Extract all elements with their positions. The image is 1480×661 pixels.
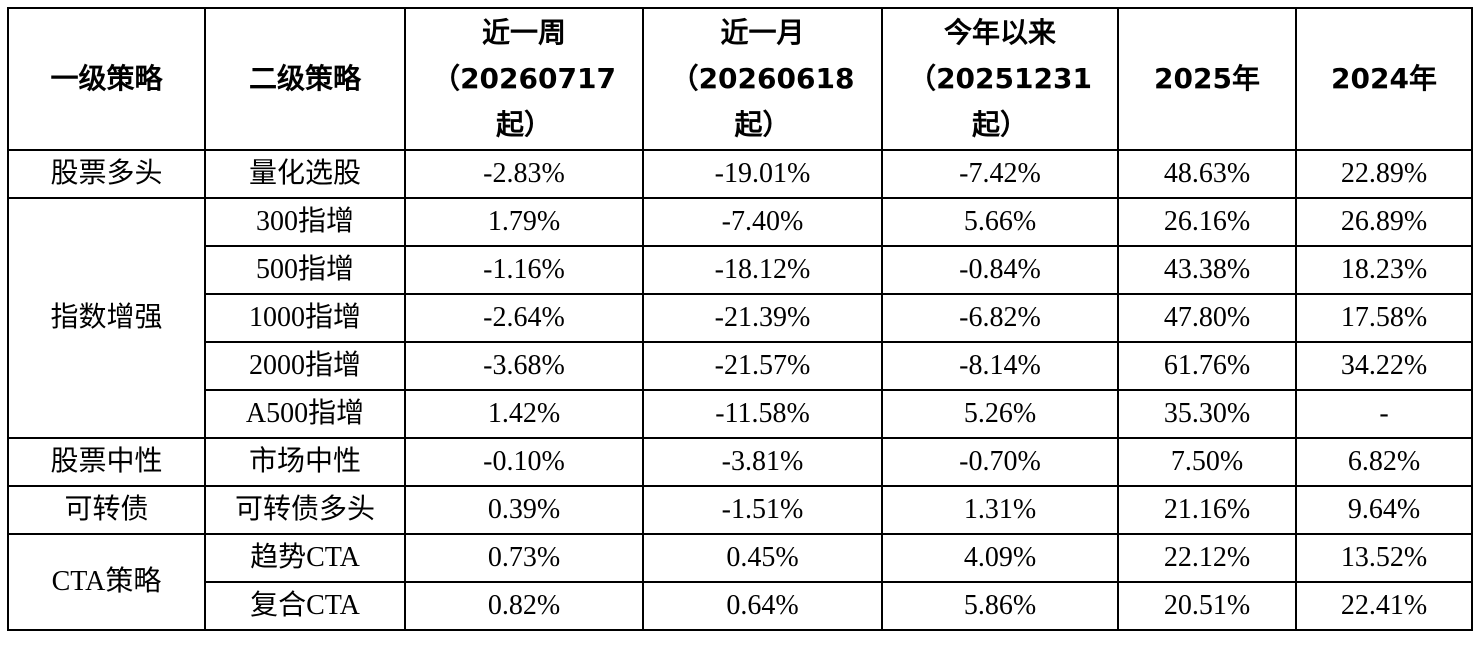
value-cell: 0.45%	[642, 533, 883, 583]
value-cell: -0.84%	[881, 245, 1119, 295]
value-cell: 0.73%	[404, 533, 644, 583]
table-row: 股票中性 市场中性 -0.10% -3.81% -0.70% 7.50% 6.82%	[7, 437, 1473, 487]
strategy-cell: 市场中性	[204, 437, 406, 487]
table-row: CTA策略 趋势CTA 0.73% 0.45% 4.09% 22.12% 13.52%	[7, 533, 1473, 631]
value-cell: 20.51%	[1117, 581, 1297, 631]
value-cell: 4.09%	[881, 533, 1119, 583]
value-cell: -7.40%	[642, 197, 883, 247]
value-cell: 7.50%	[1117, 437, 1297, 487]
table-row: 指数增强 300指增 1.79% -7.40% 5.66% 26.16% 26.89%	[7, 197, 1473, 439]
value-cell: -2.83%	[404, 149, 644, 199]
value-cell: -	[1295, 389, 1473, 439]
value-cell: 1.79%	[404, 197, 644, 247]
value-cell: 6.82%	[1295, 437, 1473, 487]
value-cell: -8.14%	[881, 341, 1119, 391]
value-cell: -19.01%	[642, 149, 883, 199]
value-cell: 0.39%	[404, 485, 644, 535]
value-cell: -3.81%	[642, 437, 883, 487]
table-row: 复合CTA 0.82% 0.64% 5.86% 20.51% 22.41%	[8, 581, 1473, 631]
value-cell: 1.42%	[404, 389, 644, 439]
group-cell: 可转债	[7, 485, 206, 535]
header-cell: 2024年	[1295, 7, 1473, 151]
value-cell: 34.22%	[1295, 341, 1473, 391]
table-row: 500指增 -1.16% -18.12% -0.84% 43.38% 18.23%	[8, 245, 1473, 295]
value-cell: -11.58%	[642, 389, 883, 439]
strategy-cell: A500指增	[204, 389, 406, 439]
value-cell: -6.82%	[881, 293, 1119, 343]
strategy-cell: 2000指增	[204, 341, 406, 391]
strategy-cell: 复合CTA	[204, 581, 406, 631]
value-cell: 18.23%	[1295, 245, 1473, 295]
value-cell: -1.16%	[404, 245, 644, 295]
value-cell: 22.41%	[1295, 581, 1473, 631]
value-cell: -21.57%	[642, 341, 883, 391]
header-cell: 2025年	[1117, 7, 1297, 151]
table-row: 1000指增 -2.64% -21.39% -6.82% 47.80% 17.58%	[8, 293, 1473, 343]
strategy-cell: 可转债多头	[204, 485, 406, 535]
group-cell: 股票中性	[7, 437, 206, 487]
strategy-cell: 300指增	[204, 197, 406, 247]
strategy-cell: 1000指增	[204, 293, 406, 343]
value-cell: 9.64%	[1295, 485, 1473, 535]
value-cell: 1.31%	[881, 485, 1119, 535]
value-cell: 26.16%	[1117, 197, 1297, 247]
value-cell: 5.66%	[881, 197, 1119, 247]
value-cell: -18.12%	[642, 245, 883, 295]
value-cell: -3.68%	[404, 341, 644, 391]
strategy-cell: 趋势CTA	[204, 533, 406, 583]
value-cell: -0.70%	[881, 437, 1119, 487]
value-cell: 22.12%	[1117, 533, 1297, 583]
value-cell: 47.80%	[1117, 293, 1297, 343]
strategy-cell: 500指增	[204, 245, 406, 295]
value-cell: -0.10%	[404, 437, 644, 487]
value-cell: 17.58%	[1295, 293, 1473, 343]
value-cell: -1.51%	[642, 485, 883, 535]
value-cell: 48.63%	[1117, 149, 1297, 199]
group-cell: 指数增强	[7, 197, 206, 439]
value-cell: -21.39%	[642, 293, 883, 343]
header-cell: 近一周（20260717起）	[404, 7, 644, 151]
value-cell: 0.64%	[642, 581, 883, 631]
strategy-cell: 量化选股	[204, 149, 406, 199]
value-cell: 0.82%	[404, 581, 644, 631]
value-cell: -7.42%	[881, 149, 1119, 199]
header-cell: 一级策略	[7, 7, 206, 151]
group-cell: 股票多头	[7, 149, 206, 199]
header-cell: 二级策略	[204, 7, 406, 151]
value-cell: 5.26%	[881, 389, 1119, 439]
value-cell: 26.89%	[1295, 197, 1473, 247]
returns-table: 一级策略 二级策略 近一周（20260717起） 近一月（20260618起） 今年以来…	[7, 7, 1473, 631]
table-header: 一级策略 二级策略 近一周（20260717起） 近一月（20260618起） 今年以来…	[7, 7, 1473, 151]
header-cell: 今年以来（20251231起）	[881, 7, 1119, 151]
table-row: 可转债 可转债多头 0.39% -1.51% 1.31% 21.16% 9.64%	[7, 485, 1473, 535]
value-cell: 13.52%	[1295, 533, 1473, 583]
table-row: 2000指增 -3.68% -21.57% -8.14% 61.76% 34.22%	[8, 341, 1473, 391]
value-cell: 43.38%	[1117, 245, 1297, 295]
value-cell: 35.30%	[1117, 389, 1297, 439]
header-row: 一级策略 二级策略 近一周（20260717起） 近一月（20260618起） 今年以来…	[7, 7, 1473, 151]
value-cell: 21.16%	[1117, 485, 1297, 535]
group-cell: CTA策略	[7, 533, 206, 631]
value-cell: 22.89%	[1295, 149, 1473, 199]
table-row: A500指增 1.42% -11.58% 5.26% 35.30% -	[8, 389, 1473, 439]
value-cell: 61.76%	[1117, 341, 1297, 391]
value-cell: 5.86%	[881, 581, 1119, 631]
table-body: 股票多头 量化选股 -2.83% -19.01% -7.42% 48.63% 22.89% 指…	[7, 149, 1473, 631]
table-row: 股票多头 量化选股 -2.83% -19.01% -7.42% 48.63% 22.89%	[7, 149, 1473, 199]
header-cell: 近一月（20260618起）	[642, 7, 883, 151]
value-cell: -2.64%	[404, 293, 644, 343]
